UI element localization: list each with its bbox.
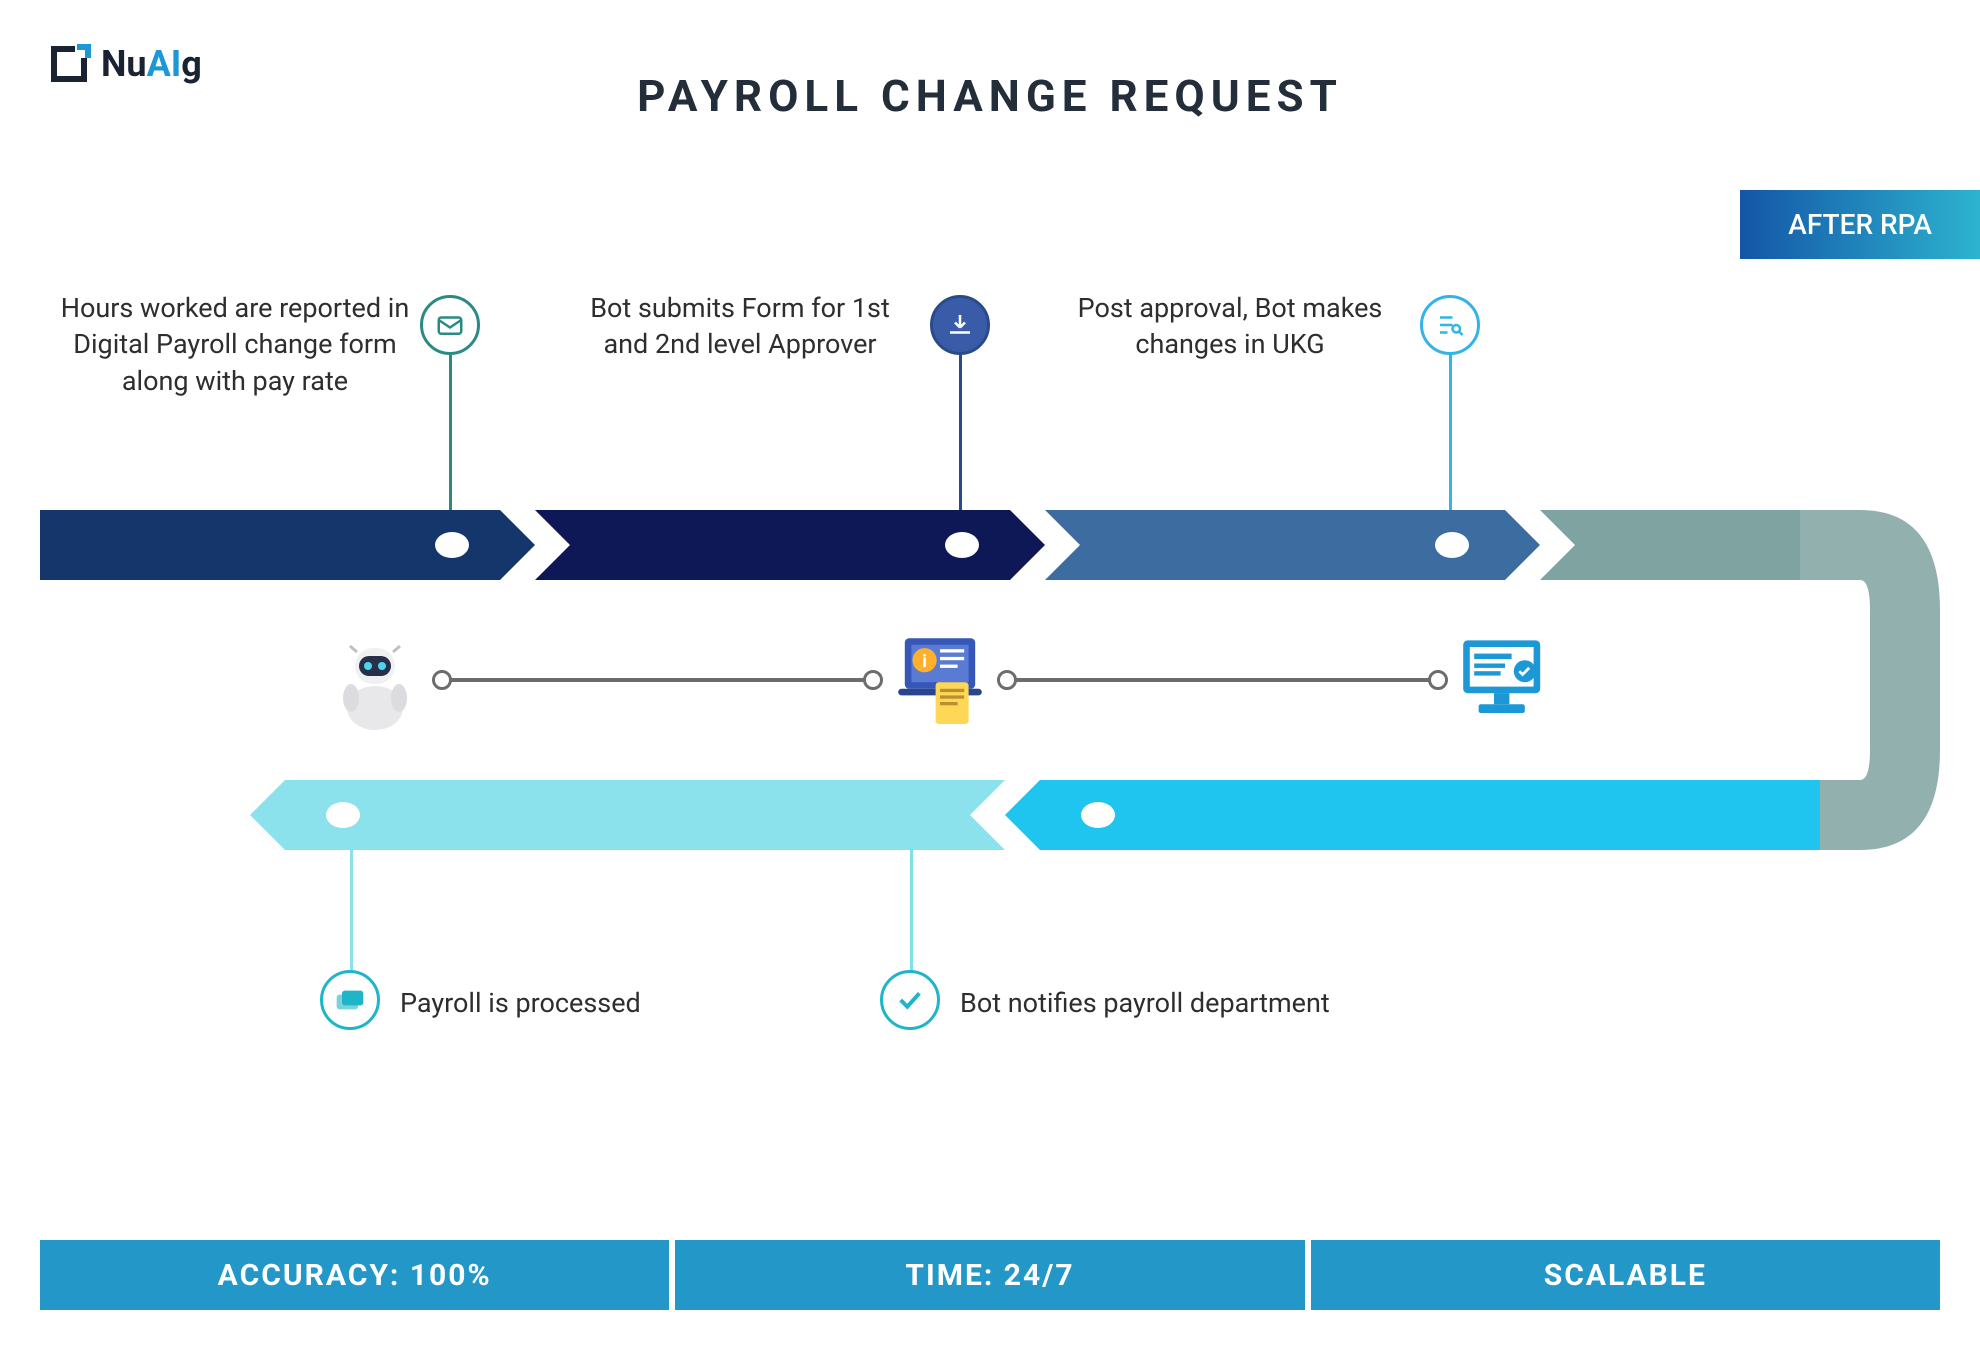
arrow-row-top: .arrow-seg:nth-child(1)::after{border-le… [40, 510, 1940, 580]
arrow-row-bottom [260, 780, 1820, 850]
search-list-icon [1420, 295, 1480, 355]
arrow-seg-1 [40, 510, 500, 580]
footer-metrics: ACCURACY: 100% TIME: 24/7 SCALABLE [40, 1240, 1940, 1310]
connector-4 [910, 848, 913, 978]
connector-5 [350, 848, 353, 978]
connector-2 [959, 355, 962, 515]
connector-1 [449, 355, 452, 515]
footer-accuracy: ACCURACY: 100% [40, 1240, 669, 1310]
arrow-dot-b2 [326, 802, 360, 828]
curve-connector [1800, 510, 1960, 850]
logo-text: NuAIg [101, 43, 202, 85]
middle-icons: i [320, 620, 1560, 740]
arrow-dot-2 [945, 532, 979, 558]
mail-icon [420, 295, 480, 355]
step3-label: Post approval, Bot makes changes in UKG [1070, 290, 1390, 363]
arrow-seg-b1 [1040, 780, 1820, 850]
laptop-info-icon: i [885, 625, 995, 735]
arrow-seg-b2 [285, 780, 1005, 850]
cards-icon [320, 970, 380, 1030]
arrow-seg-2 [535, 510, 1010, 580]
arrow-dot-b1 [1081, 802, 1115, 828]
footer-scalable: SCALABLE [1311, 1240, 1940, 1310]
logo-mark-icon [45, 40, 93, 88]
page-title: PAYROLL CHANGE REQUEST [637, 70, 1343, 122]
footer-time: TIME: 24/7 [675, 1240, 1304, 1310]
mid-connector-2 [1005, 678, 1440, 682]
robot-icon [320, 625, 430, 735]
arrow-dot-1 [435, 532, 469, 558]
flow-diagram: Hours worked are reported in Digital Pay… [40, 290, 1940, 990]
step5-label: Payroll is processed [400, 985, 680, 1021]
arrow-dot-3 [1435, 532, 1469, 558]
arrow-seg-4 [1540, 510, 1800, 580]
computer-check-icon [1450, 625, 1560, 735]
download-icon [930, 295, 990, 355]
connector-3 [1449, 355, 1452, 515]
step2-label: Bot submits Form for 1st and 2nd level A… [580, 290, 900, 363]
svg-text:i: i [922, 652, 927, 672]
step4-label: Bot notifies payroll department [960, 985, 1400, 1021]
logo: NuAIg [45, 40, 202, 88]
rpa-badge: AFTER RPA [1740, 190, 1980, 259]
step1-label: Hours worked are reported in Digital Pay… [60, 290, 410, 399]
mid-connector-1 [440, 678, 875, 682]
check-icon [880, 970, 940, 1030]
